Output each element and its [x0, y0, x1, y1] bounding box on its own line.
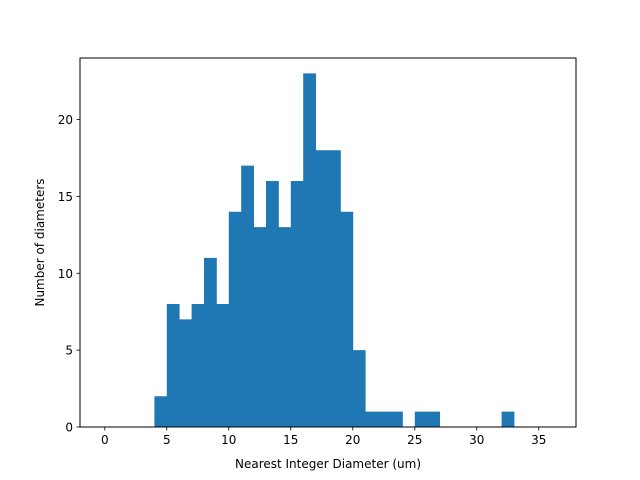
histogram-bar [303, 73, 316, 427]
histogram-bars [154, 73, 515, 427]
x-tick-label: 5 [163, 433, 171, 447]
histogram-bar [191, 304, 205, 427]
histogram-bar [315, 150, 329, 427]
x-tick-label: 25 [407, 433, 422, 447]
x-tick-label: 10 [221, 433, 236, 447]
histogram-bar [278, 227, 292, 427]
histogram-bar [414, 411, 428, 427]
histogram-bar [166, 304, 180, 427]
x-axis-ticks: 0 5 10 15 20 25 30 35 [101, 427, 546, 447]
histogram-bar [328, 150, 341, 427]
y-tick-label: 20 [58, 113, 73, 127]
y-axis-ticks: 0 5 10 15 20 [58, 113, 80, 435]
histogram-bar [390, 411, 403, 427]
histogram-bar [501, 411, 515, 427]
histogram-bar [179, 319, 192, 427]
x-tick-label: 0 [101, 433, 109, 447]
y-axis-label: Number of diameters [33, 178, 47, 306]
histogram-bar [290, 181, 304, 427]
histogram-bar [228, 211, 242, 427]
histogram-bar [266, 181, 279, 427]
x-axis-label: Nearest Integer Diameter (um) [235, 457, 421, 471]
x-tick-label: 20 [345, 433, 360, 447]
histogram-bar [253, 227, 267, 427]
plot-frame [79, 57, 577, 428]
histogram-bar [241, 165, 254, 427]
y-tick-label: 15 [58, 190, 73, 204]
histogram-bar [365, 411, 378, 427]
histogram-bar [427, 411, 440, 427]
x-tick-label: 35 [531, 433, 546, 447]
y-tick-label: 5 [65, 344, 73, 358]
histogram-bar [352, 350, 366, 427]
histogram-bar [340, 211, 354, 427]
histogram-bar [377, 411, 391, 427]
histogram-bar [204, 257, 217, 427]
x-tick-label: 30 [469, 433, 484, 447]
x-tick-label: 15 [283, 433, 298, 447]
y-tick-label: 10 [58, 267, 73, 281]
histogram-bar [154, 396, 168, 427]
y-tick-label: 0 [65, 421, 73, 435]
histogram-bar [216, 304, 230, 427]
